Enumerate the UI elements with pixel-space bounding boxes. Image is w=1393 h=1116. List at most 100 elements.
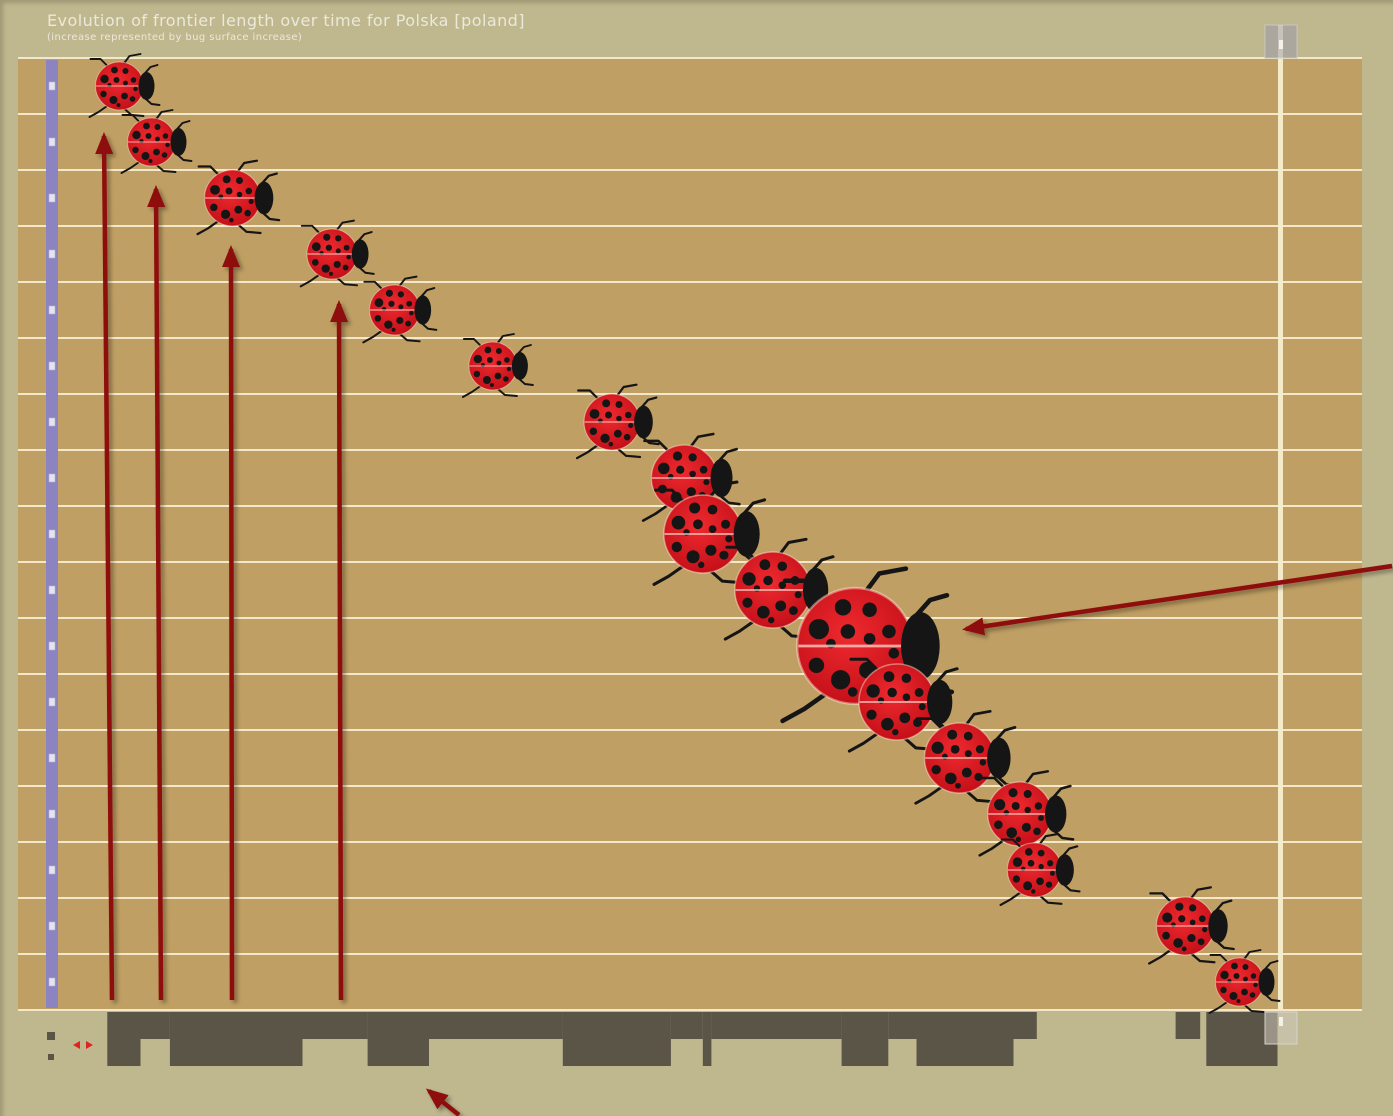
ladybug-spot bbox=[1189, 919, 1196, 926]
ladybug-leg bbox=[299, 272, 322, 288]
range-handle-top[interactable] bbox=[1264, 24, 1298, 59]
ladybug-spot bbox=[742, 572, 756, 586]
timeline-band bbox=[562, 1012, 671, 1066]
ladybug-spot bbox=[808, 618, 829, 640]
timeline-band bbox=[916, 1012, 1014, 1066]
ladybug-spot bbox=[486, 357, 493, 363]
ladybug-spot bbox=[100, 90, 107, 98]
ladybug-spot bbox=[830, 670, 851, 690]
ladybug-leg bbox=[615, 446, 642, 459]
ladybug-mark-1 bbox=[88, 53, 161, 118]
ladybug-leg bbox=[461, 384, 483, 398]
row-marker[interactable] bbox=[48, 697, 56, 707]
left-right-arrows-icon[interactable] bbox=[73, 1041, 93, 1049]
ladybug-spot bbox=[1024, 848, 1033, 856]
ladybug-spot bbox=[1023, 789, 1032, 798]
row-marker[interactable] bbox=[48, 137, 56, 147]
row-marker[interactable] bbox=[48, 585, 56, 595]
ladybug-leg bbox=[122, 53, 142, 65]
row-marker[interactable] bbox=[48, 977, 56, 987]
timeline-marker-lower[interactable] bbox=[48, 1054, 54, 1060]
ladybug-spot bbox=[504, 357, 510, 363]
row-marker[interactable] bbox=[48, 809, 56, 819]
ladybug-spot bbox=[672, 451, 683, 461]
ladybug-spot bbox=[494, 372, 502, 380]
ladybug-spot bbox=[979, 759, 987, 766]
row-marker[interactable] bbox=[48, 921, 56, 931]
ladybug-leg bbox=[362, 328, 385, 344]
ladybug-spot bbox=[931, 765, 941, 775]
ladybug-spot bbox=[222, 175, 231, 184]
ladybug-leg bbox=[1148, 947, 1174, 965]
ladybug-spot bbox=[328, 271, 334, 276]
ladybug-leg bbox=[363, 280, 385, 292]
time-cursor bbox=[1278, 58, 1283, 1010]
ladybug-leg bbox=[1000, 838, 1024, 850]
ladybug-spot bbox=[931, 741, 944, 754]
timeline-strip[interactable] bbox=[107, 1012, 1278, 1066]
range-handle-bottom[interactable] bbox=[1264, 1011, 1298, 1045]
slider-handle-icon[interactable] bbox=[1264, 1011, 1298, 1045]
ladybug-leg bbox=[963, 788, 996, 804]
ladybug-spot bbox=[699, 465, 708, 474]
ladybug-spot bbox=[697, 561, 705, 569]
ladybug-spot bbox=[374, 298, 384, 308]
ladybug-spot bbox=[1162, 931, 1170, 940]
row-marker[interactable] bbox=[48, 753, 56, 763]
ladybug-spot bbox=[165, 142, 170, 148]
ladybug-head bbox=[511, 352, 528, 380]
timeline-band bbox=[302, 1012, 368, 1039]
row-marker[interactable] bbox=[48, 249, 56, 259]
ladybug-spot bbox=[1015, 836, 1022, 843]
ladybug-leg bbox=[782, 578, 831, 603]
annotation-arrow-5 bbox=[962, 563, 1393, 636]
ladybug-spot bbox=[335, 248, 341, 254]
left-arrow-icon bbox=[73, 1041, 80, 1049]
ladybug-spot bbox=[1012, 875, 1020, 883]
ladybug-spot bbox=[1243, 976, 1248, 982]
ladybug-leg bbox=[335, 275, 359, 287]
row-marker[interactable] bbox=[48, 81, 56, 91]
ladybug-spot bbox=[1233, 973, 1240, 979]
ladybug-spot bbox=[1036, 877, 1044, 886]
ladybug-spot bbox=[719, 550, 729, 560]
ladybug-spot bbox=[658, 462, 670, 475]
timeline-band bbox=[169, 1012, 303, 1066]
ladybug-leg bbox=[1149, 892, 1174, 905]
ladybug-head bbox=[901, 612, 940, 680]
ladybug-mark-17 bbox=[1208, 949, 1281, 1014]
ladybug-spot bbox=[882, 624, 896, 639]
ladybug-spot bbox=[473, 354, 483, 364]
ladybug-spot bbox=[343, 244, 350, 251]
handle-grip bbox=[1279, 40, 1283, 49]
ladybug-leg bbox=[1037, 832, 1060, 847]
ladybug-spot bbox=[1249, 992, 1256, 998]
row-marker[interactable] bbox=[48, 361, 56, 371]
ladybug-spot bbox=[311, 242, 321, 252]
row-marker[interactable] bbox=[48, 473, 56, 483]
ladybug-spot bbox=[1033, 827, 1041, 836]
ladybug-head bbox=[634, 405, 653, 439]
row-marker[interactable] bbox=[48, 305, 56, 315]
ladybug-spot bbox=[122, 68, 129, 74]
timeline-band bbox=[367, 1012, 429, 1066]
ladybug-spot bbox=[866, 709, 877, 720]
row-marker[interactable] bbox=[48, 193, 56, 203]
ladybug-spot bbox=[671, 515, 686, 530]
row-marker[interactable] bbox=[48, 641, 56, 651]
ladybug-spot bbox=[143, 122, 150, 130]
ladybug-spot bbox=[484, 346, 492, 354]
chart-controls bbox=[47, 24, 1298, 1060]
ladybug-spot bbox=[154, 124, 161, 130]
ladybug-spot bbox=[210, 203, 218, 212]
ladybug-spot bbox=[1038, 815, 1044, 821]
ladybug-spot bbox=[234, 205, 243, 214]
row-marker[interactable] bbox=[48, 529, 56, 539]
ladybug-spot bbox=[121, 92, 128, 100]
row-marker[interactable] bbox=[48, 417, 56, 427]
timeline-marker-upper[interactable] bbox=[47, 1032, 55, 1040]
ladybug-spot bbox=[1189, 904, 1197, 912]
row-marker[interactable] bbox=[48, 865, 56, 875]
ladybug-leg bbox=[979, 776, 1007, 790]
ladybug-leg bbox=[1189, 886, 1212, 901]
